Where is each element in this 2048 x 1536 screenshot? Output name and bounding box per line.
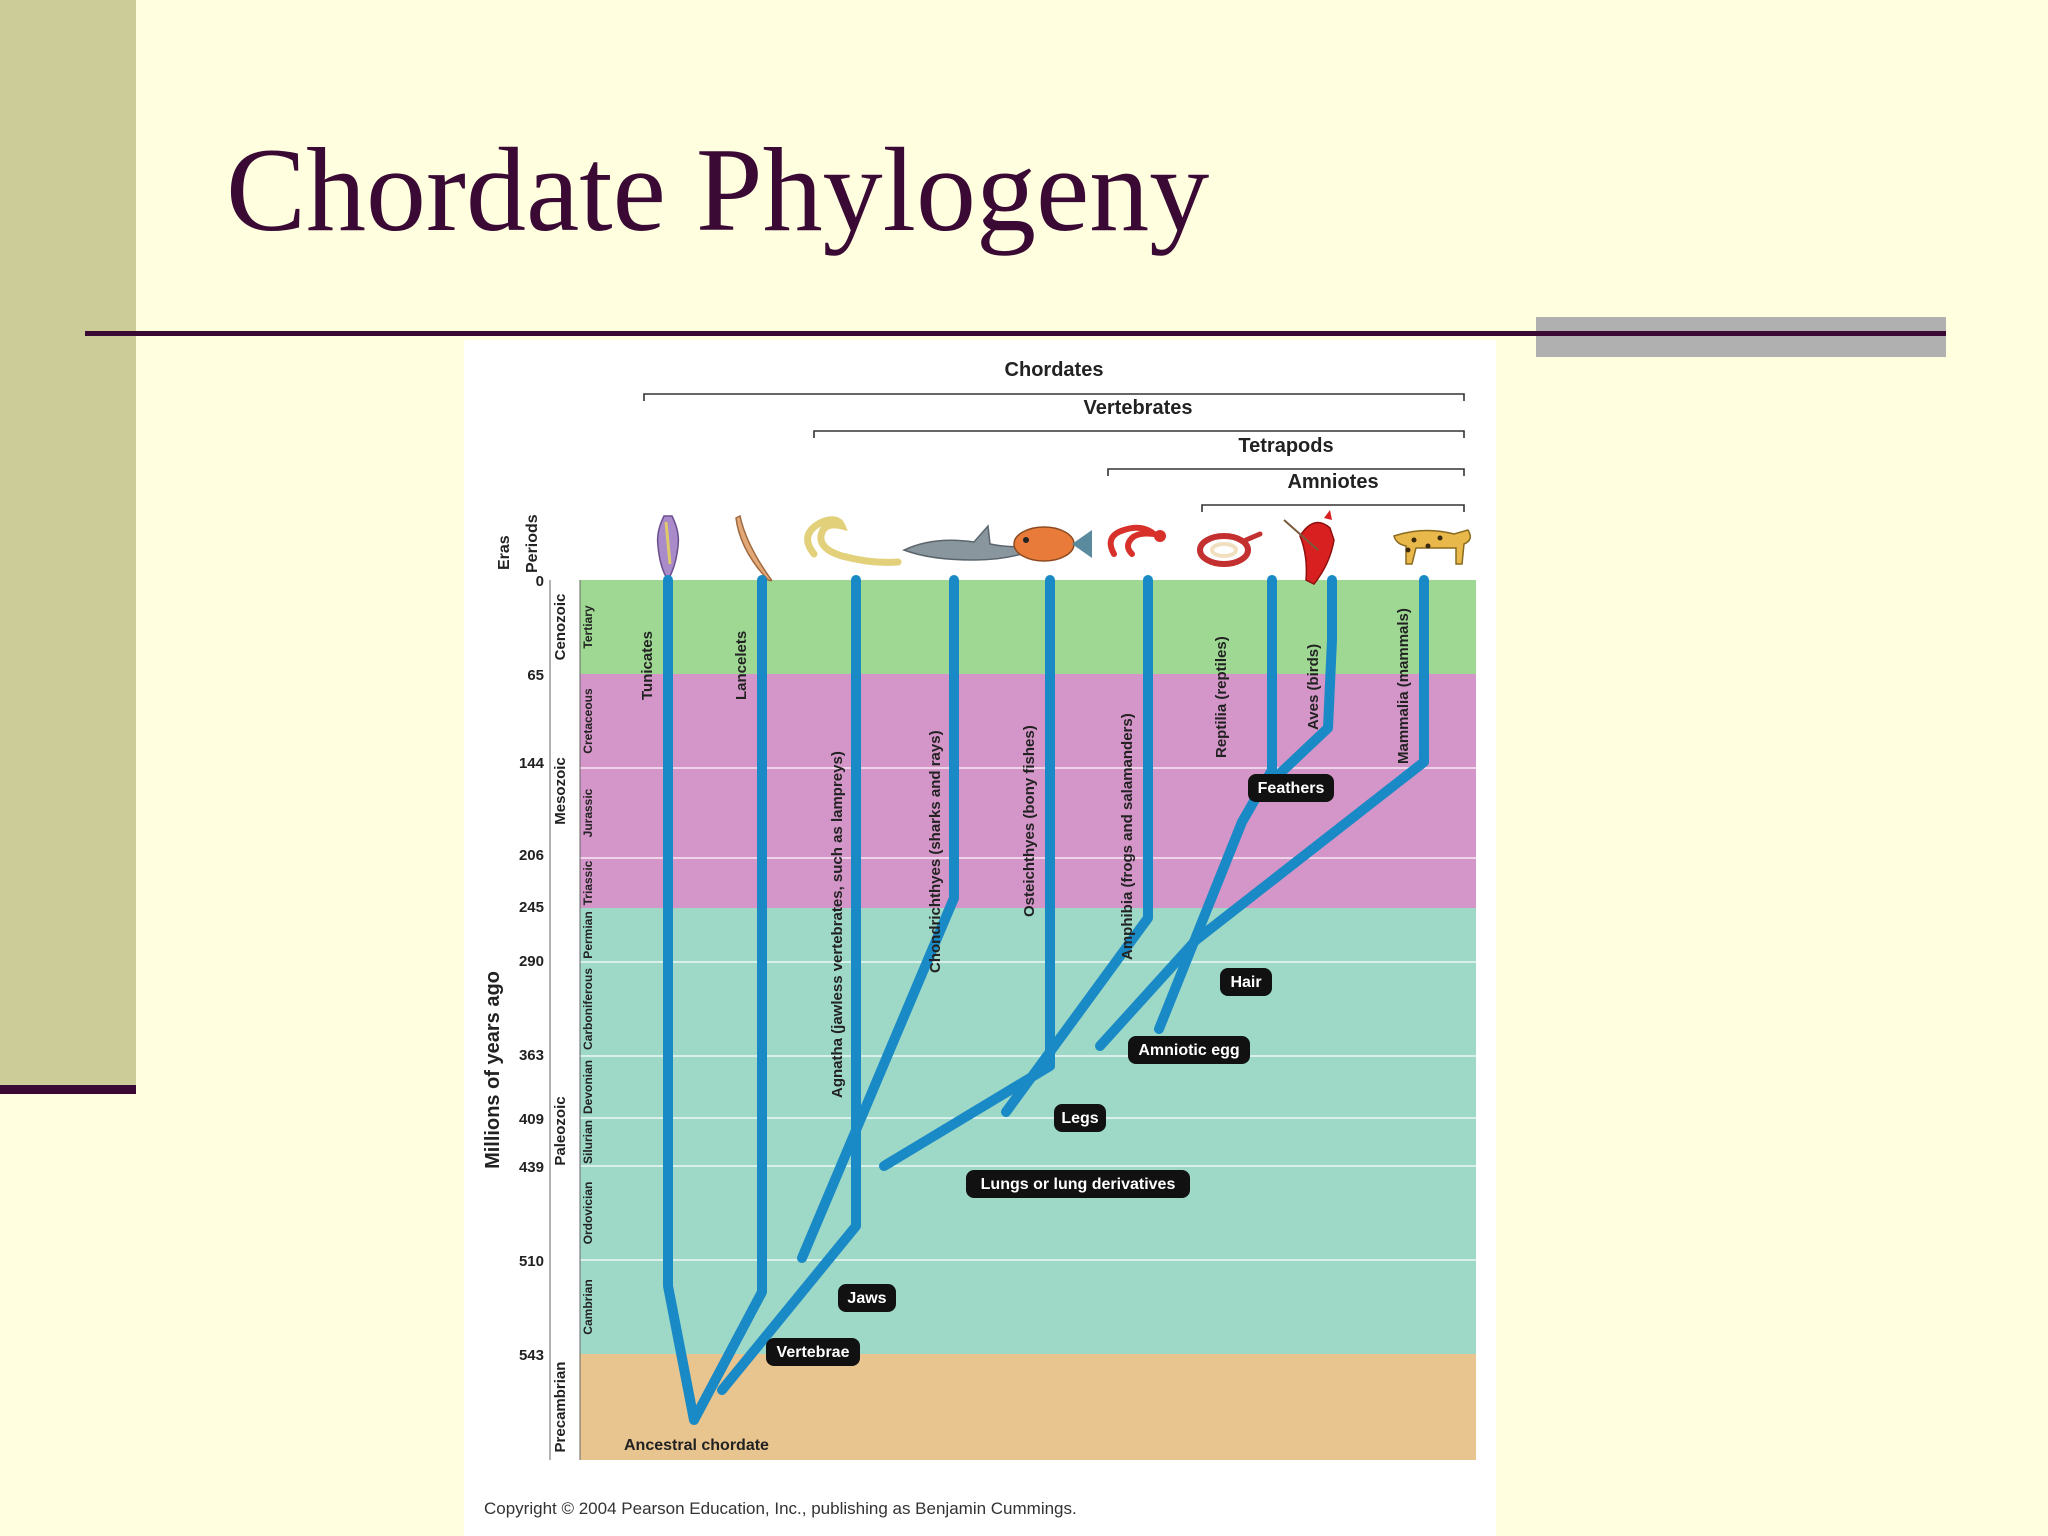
era-label: Precambrian — [552, 1362, 569, 1453]
period-label: Carboniferous — [581, 968, 595, 1050]
era-label: Paleozoic — [552, 1096, 569, 1165]
svg-text:Vertebrae: Vertebrae — [777, 1344, 850, 1361]
tick-label: 0 — [536, 573, 544, 590]
taxon-label: Aves (birds) — [1305, 644, 1322, 730]
svg-text:Legs: Legs — [1061, 1110, 1098, 1127]
band-mesozoic — [580, 674, 1496, 908]
clade-labels: Chordates Vertebrates Tetrapods Amniotes — [1005, 359, 1379, 493]
branch-aves — [1249, 575, 1337, 803]
copyright-notice: Copyright © 2004 Pearson Education, Inc.… — [484, 1499, 1077, 1518]
tick-label: 363 — [519, 1047, 544, 1064]
period-labels: Tertiary Cretaceous Jurassic Triassic Pe… — [581, 605, 595, 1335]
era-labels: Cenozoic Mesozoic Paleozoic Precambrian — [552, 594, 569, 1453]
tick-label: 439 — [519, 1159, 544, 1176]
svg-text:Hair: Hair — [1230, 974, 1261, 991]
lamprey-icon — [804, 516, 902, 566]
slide-title: Chordate Phylogeny — [226, 123, 1210, 256]
fish-icon — [1013, 526, 1092, 562]
period-label: Triassic — [581, 860, 595, 905]
column-dividers — [549, 580, 581, 1460]
bracket-vertebrates — [813, 430, 1465, 438]
sidebar-accent — [0, 0, 136, 1085]
trait-jaws: Jaws — [838, 1284, 896, 1312]
tick-label: 245 — [519, 899, 544, 916]
svg-text:Jaws: Jaws — [847, 1290, 886, 1307]
clade-brackets — [643, 393, 1465, 512]
period-label: Cambrian — [581, 1279, 595, 1334]
taxon-label: Mammalia (mammals) — [1395, 608, 1412, 764]
root-label: Ancestral chordate — [624, 1437, 769, 1454]
tunicate-icon — [656, 515, 680, 582]
trait-legs: Legs — [1054, 1104, 1106, 1132]
tick-label: 290 — [519, 953, 544, 970]
salamander-icon — [1107, 524, 1166, 557]
column-header-periods: Periods — [524, 514, 541, 573]
taxon-label: Tunicates — [639, 631, 656, 700]
title-rule — [85, 331, 1946, 336]
period-label: Silurian — [581, 1120, 595, 1164]
band-paleozoic — [580, 908, 1496, 1354]
clade-label: Tetrapods — [1238, 435, 1333, 457]
period-lines — [580, 767, 1476, 1261]
trait-lungs: Lungs or lung derivatives — [966, 1170, 1190, 1198]
svg-text:Amniotic egg: Amniotic egg — [1138, 1042, 1239, 1059]
period-label: Devonian — [581, 1060, 595, 1114]
period-label: Permian — [581, 911, 595, 958]
branch-amphibia — [1001, 575, 1153, 1117]
taxon-label: Lancelets — [733, 631, 750, 700]
period-label: Jurassic — [581, 788, 595, 837]
period-label: Tertiary — [581, 605, 595, 648]
bracket-tetrapods — [1107, 468, 1465, 476]
tick-label: 543 — [519, 1347, 544, 1364]
sidebar-underline — [0, 1085, 136, 1094]
lancelet-icon — [735, 514, 773, 582]
title-rule-accent — [1536, 317, 1946, 357]
time-ticks: 0 65 144 206 245 290 363 409 439 510 543 — [519, 573, 545, 1364]
branch-mammalia — [1095, 575, 1429, 1051]
clade-label: Vertebrates — [1084, 397, 1193, 419]
svg-text:Lungs or lung derivatives: Lungs or lung derivatives — [981, 1176, 1176, 1193]
taxon-label: Osteichthyes (bony fishes) — [1021, 725, 1038, 917]
clade-label: Chordates — [1005, 359, 1104, 381]
taxon-label: Reptilia (reptiles) — [1213, 636, 1230, 758]
snake-icon — [1197, 531, 1263, 567]
trait-feathers: Feathers — [1248, 774, 1334, 802]
taxon-label: Agnatha (jawless vertebrates, such as la… — [829, 751, 846, 1098]
period-label: Cretaceous — [581, 688, 595, 754]
bracket-amniotes — [1201, 504, 1465, 512]
era-label: Cenozoic — [552, 594, 569, 661]
clade-label: Amniotes — [1287, 471, 1378, 493]
taxon-label: Amphibia (frogs and salamanders) — [1119, 713, 1136, 960]
band-cenozoic — [580, 580, 1496, 674]
branch-tunicates-lancelets — [663, 575, 767, 1425]
taxa-labels: Tunicates Lancelets Agnatha (jawless ver… — [639, 608, 1412, 1098]
bracket-chordates — [643, 393, 1465, 401]
trait-labels: Feathers Hair Amniotic egg Legs Lungs or… — [766, 774, 1334, 1366]
tick-label: 65 — [527, 667, 544, 684]
branch-agnatha — [717, 575, 861, 1395]
tick-label: 144 — [519, 755, 545, 772]
cardinal-icon — [1283, 510, 1335, 585]
period-label: Ordovician — [581, 1182, 595, 1245]
era-label: Mesozoic — [552, 757, 569, 825]
trait-vertebrae: Vertebrae — [766, 1338, 860, 1366]
trait-hair: Hair — [1220, 968, 1272, 996]
phylogeny-figure: Eras Periods Millions of years ago 0 65 … — [464, 340, 1496, 1536]
column-header-eras: Eras — [496, 535, 513, 570]
axis-label: Millions of years ago — [482, 971, 504, 1169]
tick-label: 206 — [519, 847, 544, 864]
jaguar-icon — [1393, 529, 1471, 565]
branch-chondrichthyes — [797, 575, 959, 1263]
taxon-label: Chondrichthyes (sharks and rays) — [927, 730, 944, 973]
tick-label: 510 — [519, 1253, 544, 1270]
figure-right-margin — [1476, 580, 1496, 1480]
trait-amniotic-egg: Amniotic egg — [1128, 1036, 1250, 1064]
svg-text:Feathers: Feathers — [1258, 780, 1325, 797]
phylogeny-diagram: Eras Periods Millions of years ago 0 65 … — [482, 359, 1496, 1480]
branch-osteichthyes — [879, 575, 1055, 1171]
tick-label: 409 — [519, 1111, 544, 1128]
